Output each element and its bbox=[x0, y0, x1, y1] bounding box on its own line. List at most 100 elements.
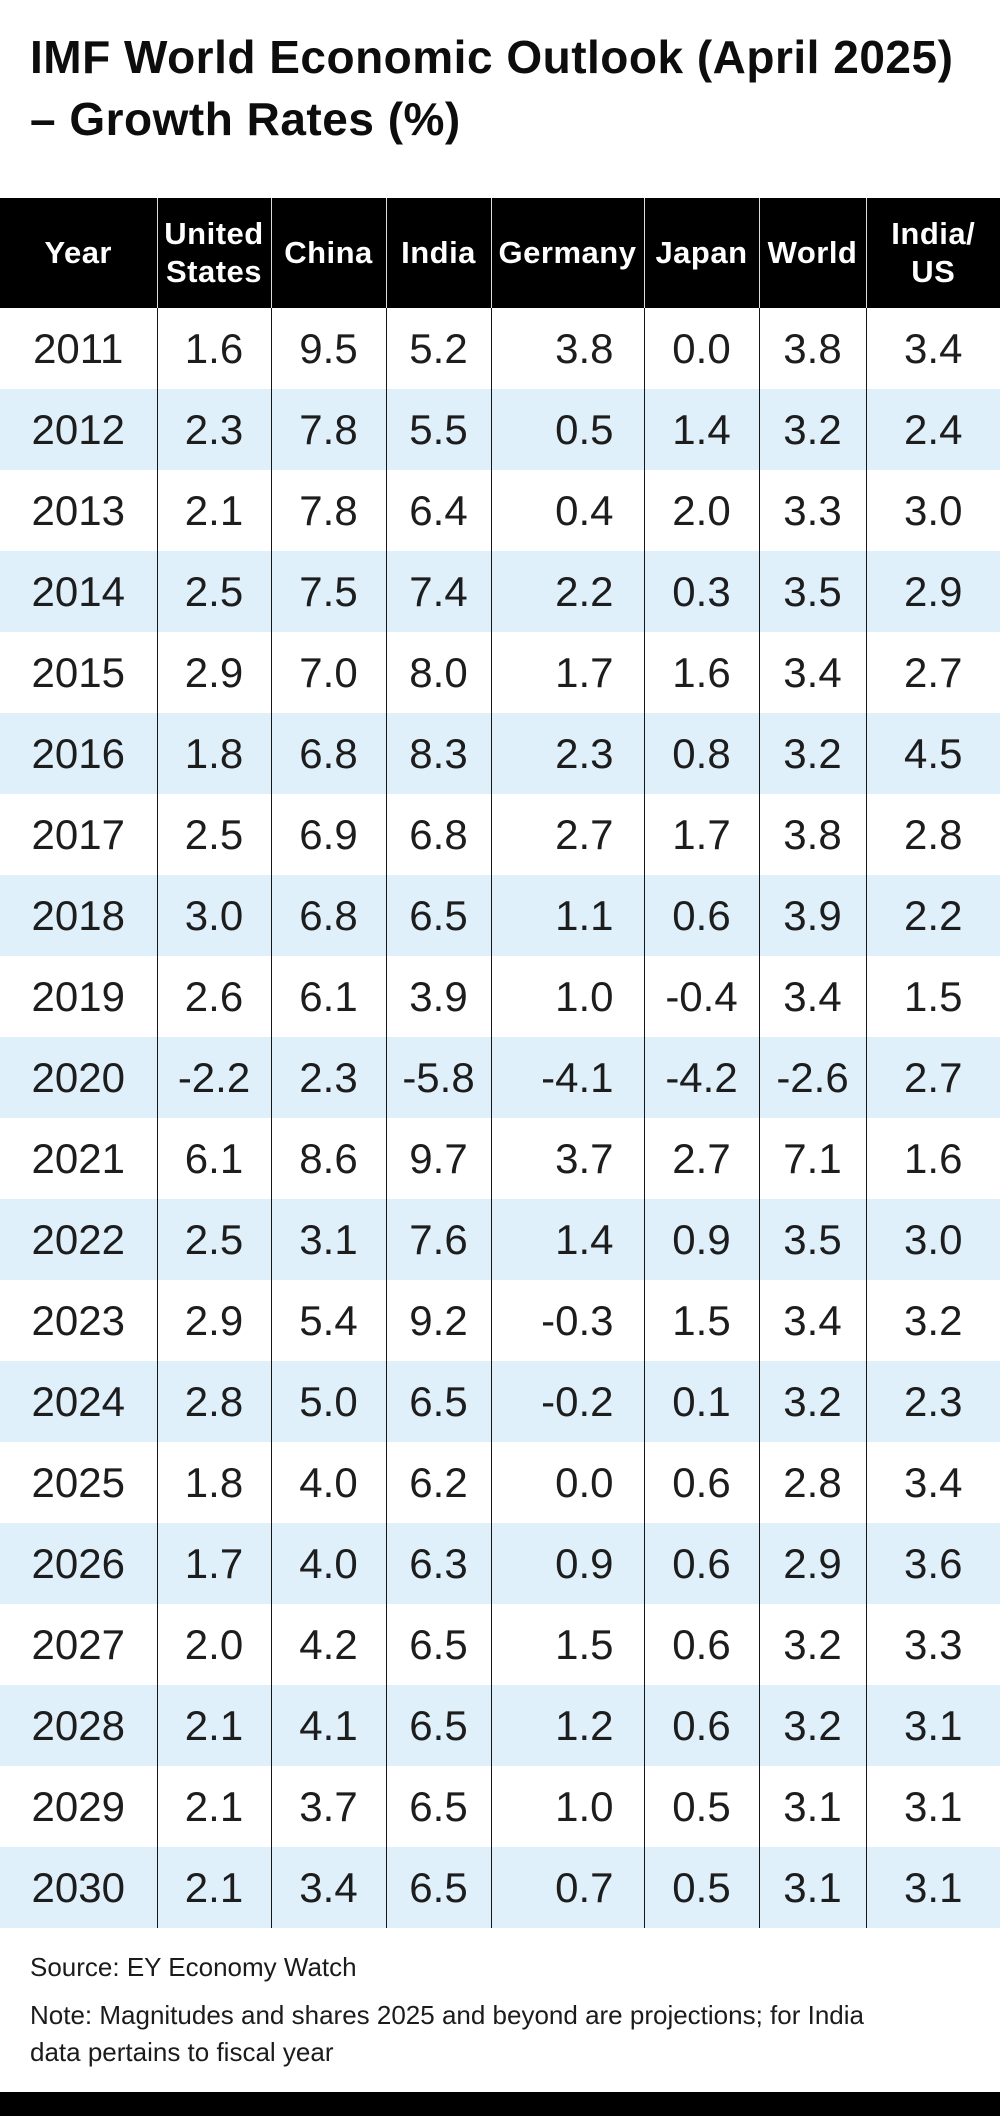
value-cell: -0.2 bbox=[491, 1361, 645, 1442]
value-cell: 1.4 bbox=[491, 1199, 645, 1280]
value-cell: 8.3 bbox=[386, 713, 492, 794]
value-cell: 0.7 bbox=[491, 1847, 645, 1928]
table-row: 2025 1.8 4.0 6.2 0.0 0.6 2.8 3.4 bbox=[0, 1442, 1000, 1523]
table-row: 2018 3.0 6.8 6.5 1.1 0.6 3.9 2.2 bbox=[0, 875, 1000, 956]
value-cell: 0.5 bbox=[644, 1766, 760, 1847]
value-cell: 1.5 bbox=[904, 972, 963, 1020]
value-cell: 0.0 bbox=[644, 308, 760, 389]
value-cell: 3.1 bbox=[759, 1847, 867, 1928]
value-cell: 0.3 bbox=[644, 551, 760, 632]
table-row: 2019 2.6 6.1 3.9 1.0 -0.4 3.4 1.5 bbox=[0, 956, 1000, 1037]
value-cell: 0.6 bbox=[644, 875, 760, 956]
year-cell: 2023 bbox=[0, 1280, 158, 1361]
value-cell: 0.5 bbox=[491, 389, 645, 470]
table-header-row: Year United States China India Germany Japan W… bbox=[0, 198, 1000, 308]
year-cell: 2030 bbox=[0, 1847, 158, 1928]
value-cell: 1.7 bbox=[157, 1523, 272, 1604]
value-cell: 6.1 bbox=[157, 1118, 272, 1199]
column-header: India bbox=[386, 198, 492, 308]
year-cell: 2014 bbox=[0, 551, 158, 632]
value-cell: 2.7 bbox=[491, 794, 645, 875]
value-cell: 3.3 bbox=[904, 1620, 963, 1668]
value-cell: 0.0 bbox=[491, 1442, 645, 1523]
year-cell: 2016 bbox=[0, 713, 158, 794]
value-cell: 1.1 bbox=[491, 875, 645, 956]
value-cell: 3.4 bbox=[759, 956, 867, 1037]
value-cell: 0.6 bbox=[644, 1442, 760, 1523]
value-cell: 0.4 bbox=[491, 470, 645, 551]
year-cell: 2025 bbox=[0, 1442, 158, 1523]
year-cell: 2028 bbox=[0, 1685, 158, 1766]
value-cell: 2.7 bbox=[904, 1053, 963, 1101]
column-header: Year bbox=[0, 198, 158, 308]
table-footer: Source: EY Economy Watch Note: Magnitude… bbox=[0, 1928, 1000, 2071]
value-cell: 1.8 bbox=[157, 713, 272, 794]
value-cell: 1.0 bbox=[491, 1766, 645, 1847]
value-cell: 1.5 bbox=[644, 1280, 760, 1361]
column-header: United States bbox=[157, 198, 272, 308]
value-cell: 6.8 bbox=[271, 875, 387, 956]
value-cell: 6.3 bbox=[386, 1523, 492, 1604]
value-cell: 2.8 bbox=[904, 810, 963, 858]
value-cell: 2.9 bbox=[157, 1280, 272, 1361]
year-cell: 2021 bbox=[0, 1118, 158, 1199]
value-cell: 3.4 bbox=[904, 324, 963, 372]
year-cell: 2015 bbox=[0, 632, 158, 713]
value-cell: 3.5 bbox=[759, 1199, 867, 1280]
year-cell: 2027 bbox=[0, 1604, 158, 1685]
table-row: 2028 2.1 4.1 6.5 1.2 0.6 3.2 3.1 bbox=[0, 1685, 1000, 1766]
value-cell: 3.7 bbox=[491, 1118, 645, 1199]
value-cell: 3.2 bbox=[759, 1685, 867, 1766]
value-cell: 1.8 bbox=[157, 1442, 272, 1523]
value-cell: 7.5 bbox=[271, 551, 387, 632]
value-cell: 0.5 bbox=[644, 1847, 760, 1928]
value-cell: 2.3 bbox=[491, 713, 645, 794]
value-cell: -5.8 bbox=[386, 1037, 492, 1118]
value-cell: 3.8 bbox=[759, 794, 867, 875]
value-cell: 2.5 bbox=[157, 794, 272, 875]
value-cell: 3.8 bbox=[491, 308, 645, 389]
table-row: 2029 2.1 3.7 6.5 1.0 0.5 3.1 3.1 bbox=[0, 1766, 1000, 1847]
value-cell: 3.2 bbox=[759, 389, 867, 470]
value-cell: 1.2 bbox=[491, 1685, 645, 1766]
column-header: Germany bbox=[491, 198, 645, 308]
value-cell: 1.6 bbox=[644, 632, 760, 713]
value-cell: 3.7 bbox=[271, 1766, 387, 1847]
value-cell: 6.5 bbox=[386, 1847, 492, 1928]
value-cell: 3.3 bbox=[759, 470, 867, 551]
table-row: 2014 2.5 7.5 7.4 2.2 0.3 3.5 2.9 bbox=[0, 551, 1000, 632]
year-cell: 2012 bbox=[0, 389, 158, 470]
table-row: 2017 2.5 6.9 6.8 2.7 1.7 3.8 2.8 bbox=[0, 794, 1000, 875]
value-cell: 2.3 bbox=[904, 1377, 963, 1425]
table-row: 2021 6.1 8.6 9.7 3.7 2.7 7.1 1.6 bbox=[0, 1118, 1000, 1199]
table-body: 2011 1.6 9.5 5.2 3.8 0.0 3.8 3.4 2012 2.3 7.8 5.5 0.… bbox=[0, 308, 1000, 1928]
value-cell: 0.9 bbox=[644, 1199, 760, 1280]
value-cell: 5.5 bbox=[386, 389, 492, 470]
value-cell: 2.3 bbox=[271, 1037, 387, 1118]
value-cell: 3.9 bbox=[759, 875, 867, 956]
year-cell: 2017 bbox=[0, 794, 158, 875]
value-cell: 3.8 bbox=[759, 308, 867, 389]
value-cell: 4.2 bbox=[271, 1604, 387, 1685]
value-cell: 2.1 bbox=[157, 1685, 272, 1766]
value-cell: 7.1 bbox=[759, 1118, 867, 1199]
value-cell: 0.1 bbox=[644, 1361, 760, 1442]
bottom-bar bbox=[0, 2092, 1000, 2116]
value-cell: 3.4 bbox=[904, 1458, 963, 1506]
value-cell: -4.2 bbox=[644, 1037, 760, 1118]
value-cell: 1.4 bbox=[644, 389, 760, 470]
value-cell: 9.7 bbox=[386, 1118, 492, 1199]
value-cell: 3.2 bbox=[759, 1361, 867, 1442]
value-cell: 2.5 bbox=[157, 551, 272, 632]
value-cell: 3.9 bbox=[386, 956, 492, 1037]
growth-rates-table: Year United States China India Germany Japan W… bbox=[0, 198, 1000, 1928]
value-cell: 3.0 bbox=[904, 486, 963, 534]
table-row: 2026 1.7 4.0 6.3 0.9 0.6 2.9 3.6 bbox=[0, 1523, 1000, 1604]
value-cell: 3.1 bbox=[904, 1863, 963, 1911]
table-row: 2022 2.5 3.1 7.6 1.4 0.9 3.5 3.0 bbox=[0, 1199, 1000, 1280]
table-row: 2016 1.8 6.8 8.3 2.3 0.8 3.2 4.5 bbox=[0, 713, 1000, 794]
value-cell: 9.5 bbox=[271, 308, 387, 389]
value-cell: 4.5 bbox=[904, 729, 963, 777]
value-cell: -2.2 bbox=[157, 1037, 272, 1118]
value-cell: 2.9 bbox=[759, 1523, 867, 1604]
